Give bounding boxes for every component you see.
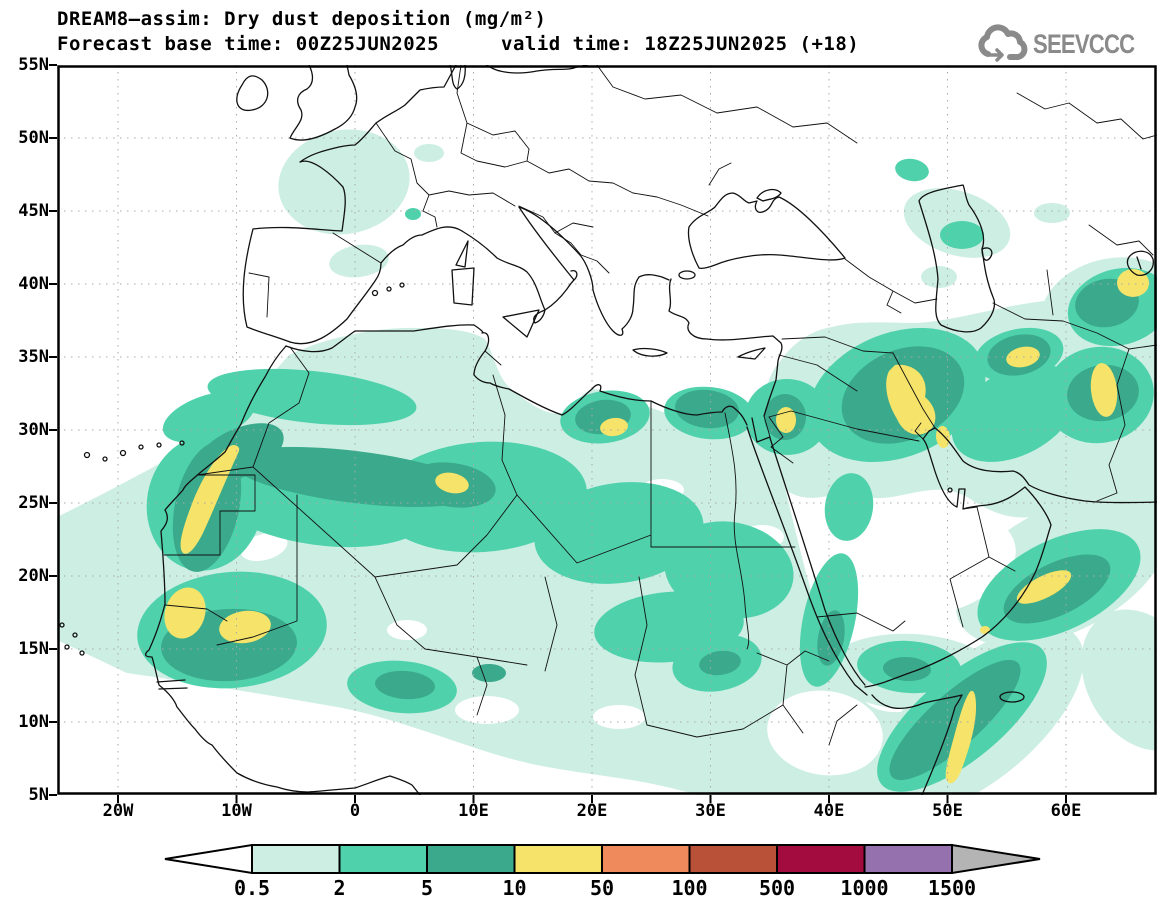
lon-label-0: 0	[349, 801, 361, 821]
colorbar-right-arrow	[951, 843, 1041, 875]
colorbar-left-arrow	[164, 843, 253, 875]
map-frame	[57, 65, 1157, 795]
lon-label-20e: 20E	[576, 801, 608, 821]
colorbar-label-100: 100	[671, 876, 708, 900]
colorbar-label-0.5: 0.5	[233, 876, 271, 900]
lat-label-20n: 20N	[18, 566, 49, 586]
lat-label-40n: 40N	[18, 274, 49, 294]
lon-label-10w: 10W	[221, 801, 252, 821]
colorbar-label-1000: 1000	[840, 876, 889, 900]
lat-label-50n: 50N	[18, 128, 49, 148]
lon-label-20w: 20W	[102, 801, 134, 821]
logo-text: SEEVCCC	[1033, 28, 1135, 59]
graticule	[57, 65, 1157, 795]
lon-label-40e: 40E	[813, 801, 845, 821]
colorbar-segment-2	[338, 844, 428, 874]
lat-label-15n: 15N	[18, 639, 49, 659]
dust-deposition-map	[57, 65, 1157, 795]
forecast-base-time: Forecast base time: 00Z25JUN2025	[57, 33, 440, 55]
lat-label-25n: 25N	[18, 493, 49, 513]
colorbar-label-50: 50	[589, 876, 615, 900]
colorbar-label-5: 5	[420, 876, 434, 900]
lon-label-50e: 50E	[932, 801, 963, 821]
colorbar-segment-7	[776, 844, 866, 874]
colorbar-segment-8	[863, 844, 953, 874]
lon-label-60e: 60E	[1050, 801, 1082, 821]
colorbar-segment-5	[601, 844, 691, 874]
lat-label-5n: 5N	[28, 785, 49, 805]
colorbar-label-10: 10	[502, 876, 527, 900]
colorbar-segment-6	[688, 844, 778, 874]
lon-label-30e: 30E	[695, 801, 726, 821]
page-subtitle: Forecast base time: 00Z25JUN2025 valid ti…	[57, 33, 859, 55]
colorbar-label-2: 2	[333, 876, 346, 900]
lat-label-30n: 30N	[18, 420, 49, 440]
map-panel	[57, 65, 1157, 795]
seevccc-logo: SEEVCCC	[973, 24, 1157, 64]
lat-label-35n: 35N	[18, 347, 49, 367]
colorbar-segment-1	[251, 844, 341, 874]
lat-label-55n: 55N	[18, 55, 49, 75]
colorbar-segment-4	[513, 844, 603, 874]
cloud-icon	[978, 24, 1028, 62]
colorbar-label-500: 500	[758, 876, 796, 900]
valid-time: valid time: 18Z25JUN2025 (+18)	[501, 33, 860, 55]
coastlines	[59, 65, 1157, 795]
colorbar	[164, 843, 1041, 875]
page-title: DREAM8–assim: Dry dust deposition (mg/m²…	[57, 8, 547, 30]
country-borders	[163, 65, 1157, 746]
colorbar-segment-3	[426, 844, 516, 874]
colorbar-label-1500: 1500	[927, 876, 977, 900]
lat-label-45n: 45N	[18, 201, 49, 221]
lat-label-10n: 10N	[18, 712, 49, 732]
lon-label-10e: 10E	[458, 801, 489, 821]
